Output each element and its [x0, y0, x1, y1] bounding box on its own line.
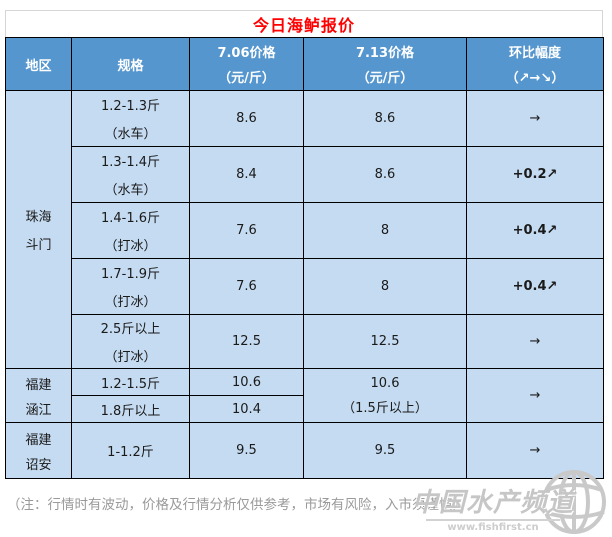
price-prev-cell: 7.6	[189, 202, 304, 259]
change-cell: +0.4↗	[466, 258, 604, 315]
spec-method: （水车）	[104, 127, 157, 142]
change-cell-merged: →	[466, 368, 604, 423]
table-row: 福建 涵江 1.2-1.5斤 10.6 10.6 （1.5斤以上） →	[5, 368, 604, 423]
change-cell: →	[466, 90, 604, 147]
spec-cell: 1.3-1.4斤 （水车）	[71, 146, 190, 203]
price-curr-cell: 8	[303, 258, 467, 315]
table-row: 珠海 斗门 1.2-1.3斤 （水车） 8.6 8.6 →	[5, 90, 604, 369]
price-prev-cell: 10.6	[189, 368, 304, 396]
region-line2: 斗门	[25, 238, 52, 253]
change-cell: →	[466, 314, 604, 369]
spec-size: 1.7-1.9斤	[100, 267, 161, 282]
col-header-price-prev: 7.06价格 （元/斤）	[189, 37, 304, 91]
spec-cell: 1-1.2斤	[71, 422, 190, 479]
region-line2: 涵江	[25, 402, 52, 418]
change-cell: +0.4↗	[466, 202, 604, 259]
table-row: 1.8斤以上 10.4	[6, 395, 604, 423]
col-header-price-curr: 7.13价格 （元/斤）	[303, 37, 467, 91]
disclaimer-note: （注：行情时有波动，价格及行情分析仅供参考，市场有风险，入市须谨慎）	[7, 497, 466, 513]
table-row: 1.7-1.9斤 （打冰） 7.6 8 +0.4↗	[6, 258, 604, 315]
region-line1: 福建	[25, 432, 52, 448]
spec-method: （打冰）	[104, 350, 157, 365]
col-header-price-curr-date: 7.13价格	[355, 46, 415, 61]
table-row: 1.3-1.4斤 （水车） 8.4 8.6 +0.2↗	[6, 146, 604, 203]
price-curr-cell: 9.5	[303, 422, 467, 479]
price-curr-cell-merged: 10.6 （1.5斤以上）	[303, 368, 467, 423]
region-cell-fujian-zhaoan: 福建 诏安	[5, 422, 72, 479]
spec-size: 2.5斤以上	[100, 322, 161, 337]
spec-size: 1.2-1.3斤	[100, 99, 161, 114]
price-curr-note: （1.5斤以上）	[342, 400, 428, 416]
table-row: 2.5斤以上 （打冰） 12.5 12.5 →	[6, 314, 604, 369]
col-header-price-curr-unit: （元/斤）	[356, 71, 414, 86]
col-header-spec: 规格	[71, 37, 190, 91]
price-table: 地区 规格 7.06价格 （元/斤） 7.13价格 （元/斤） 环比幅度 （↗→…	[5, 37, 604, 479]
price-prev-cell: 9.5	[189, 422, 304, 479]
col-header-change-arrows: （↗→↘）	[505, 71, 565, 86]
price-curr-cell: 12.5	[303, 314, 467, 369]
region-line1: 福建	[25, 377, 52, 393]
price-prev-cell: 7.6	[189, 258, 304, 315]
spec-cell: 1.8斤以上	[71, 395, 190, 423]
spec-size: 1.4-1.6斤	[100, 211, 161, 226]
change-cell: +0.2↗	[466, 146, 604, 203]
spec-cell: 1.2-1.5斤	[71, 368, 190, 396]
spec-method: （水车）	[104, 183, 157, 198]
spec-size: 1.3-1.4斤	[100, 155, 161, 170]
watermark-url: www.fishfirst.cn	[425, 519, 560, 533]
spec-method: （打冰）	[104, 239, 157, 254]
change-cell: →	[466, 422, 604, 479]
col-header-price-prev-date: 7.06价格	[217, 46, 276, 61]
spec-cell: 1.4-1.6斤 （打冰）	[71, 202, 190, 259]
price-curr-value: 10.6	[370, 375, 400, 391]
col-header-change-label: 环比幅度	[508, 46, 561, 61]
price-prev-cell: 12.5	[189, 314, 304, 369]
region-line2: 诏安	[25, 457, 52, 473]
col-header-price-prev-unit: （元/斤）	[218, 71, 275, 86]
spec-cell: 1.7-1.9斤 （打冰）	[71, 258, 190, 315]
price-prev-cell: 8.6	[189, 90, 304, 147]
col-header-region: 地区	[5, 37, 72, 91]
spec-cell: 2.5斤以上 （打冰）	[71, 314, 190, 369]
region-cell-zhuhai-doumen: 珠海 斗门	[5, 90, 72, 369]
table-row: 福建 诏安 1-1.2斤 9.5 9.5 →	[5, 422, 604, 479]
table-row: 1.4-1.6斤 （打冰） 7.6 8 +0.4↗	[6, 202, 604, 259]
region-cell-fujian-hanjiang: 福建 涵江	[5, 368, 72, 423]
price-curr-cell: 8.6	[303, 90, 467, 147]
price-curr-cell: 8	[303, 202, 467, 259]
region-line1: 珠海	[25, 210, 52, 225]
price-prev-cell: 8.4	[189, 146, 304, 203]
col-header-change: 环比幅度 （↗→↘）	[466, 37, 604, 91]
price-prev-cell: 10.4	[189, 395, 304, 423]
price-curr-cell: 8.6	[303, 146, 467, 203]
header-row: 地区 规格 7.06价格 （元/斤） 7.13价格 （元/斤） 环比幅度 （↗→…	[5, 37, 604, 91]
page-title: 今日海鲈报价	[5, 10, 603, 37]
spec-cell: 1.2-1.3斤 （水车）	[71, 90, 190, 147]
spec-method: （打冰）	[104, 295, 157, 310]
